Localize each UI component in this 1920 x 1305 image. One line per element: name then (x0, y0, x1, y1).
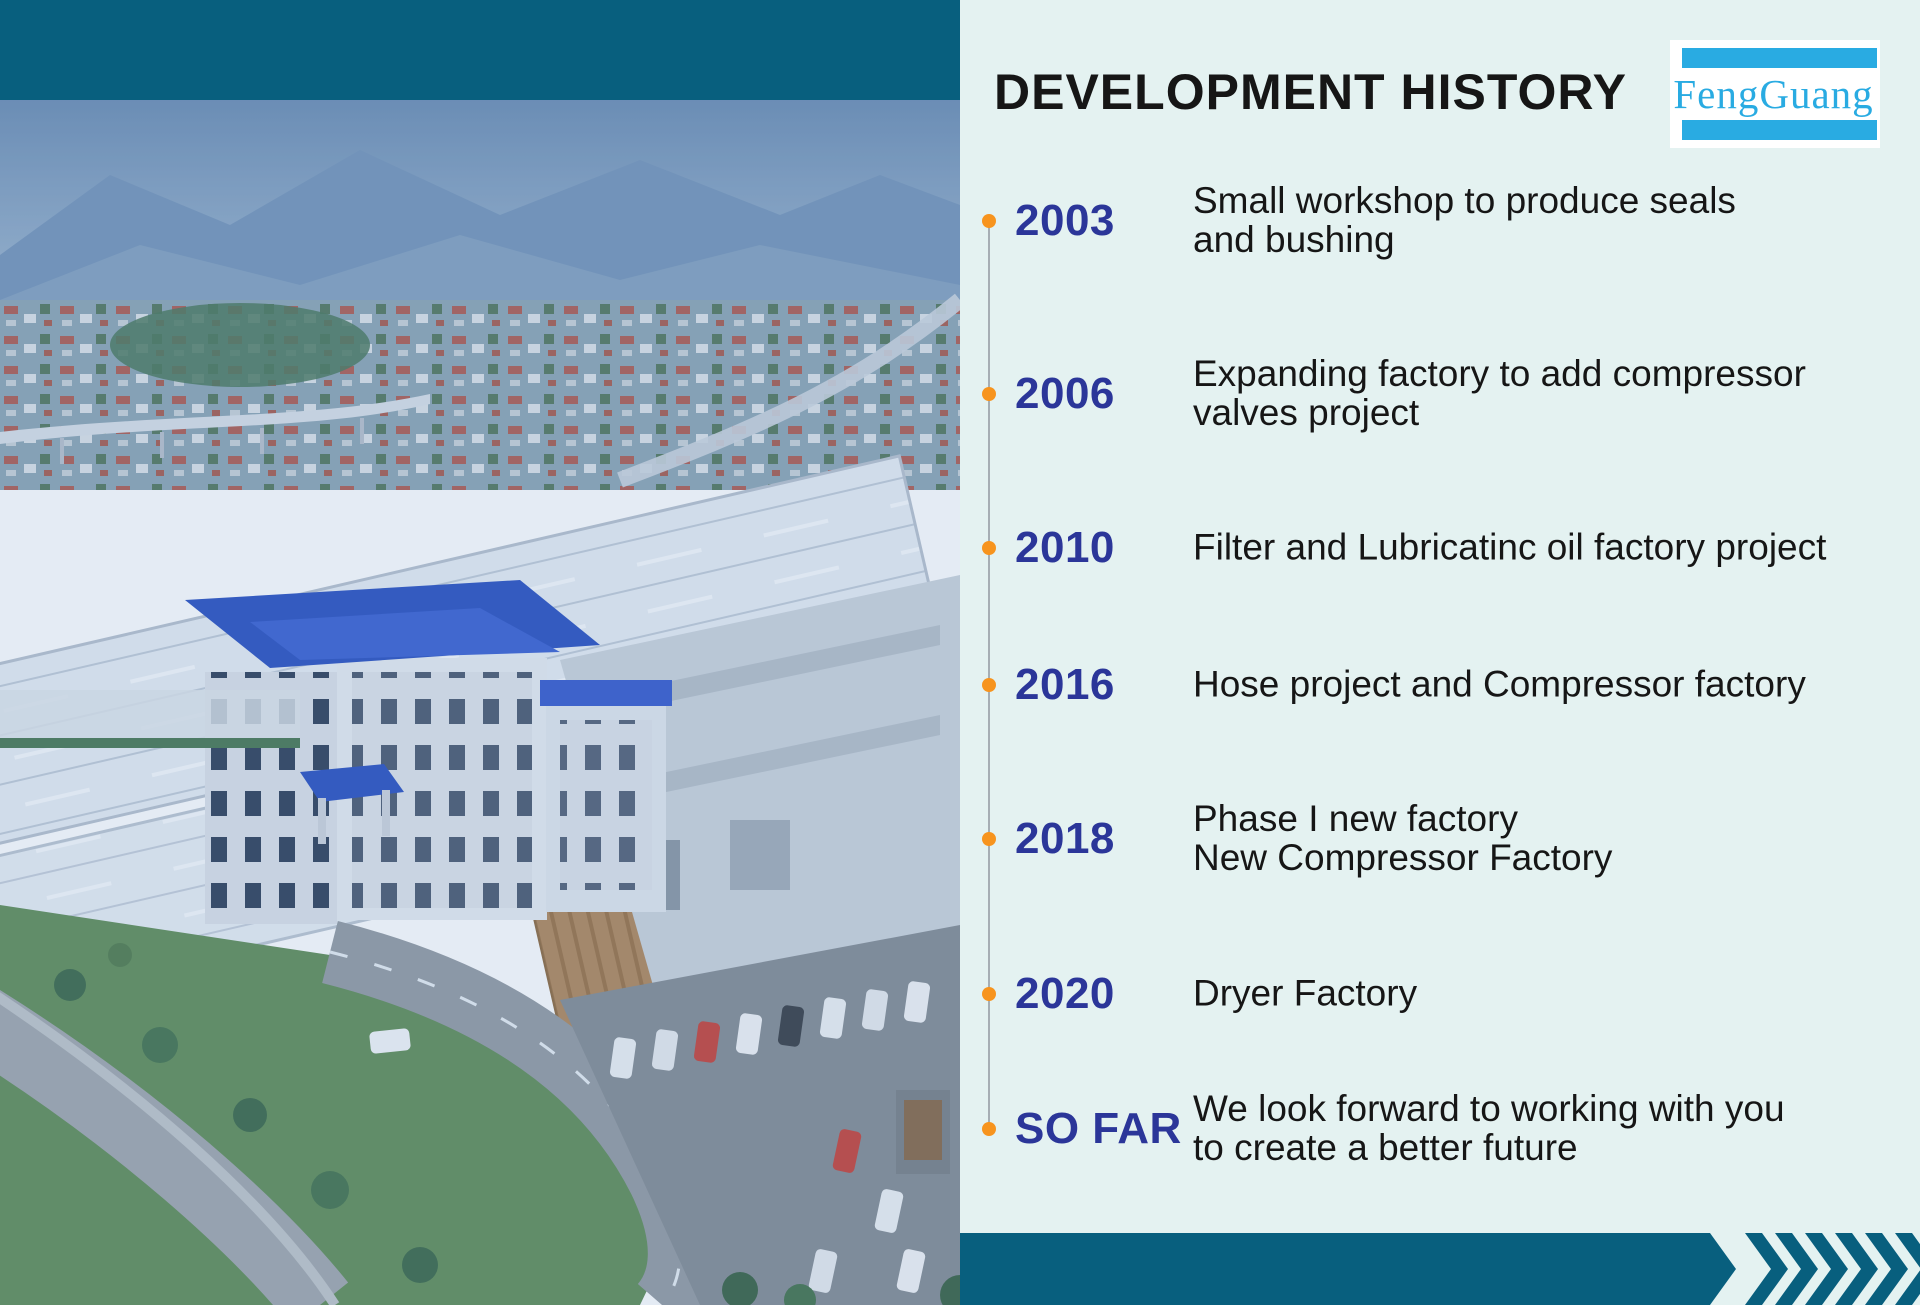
timeline-dot (982, 1122, 996, 1136)
timeline-connector-line (988, 221, 990, 1129)
description-line: Dryer Factory (1193, 972, 1418, 1014)
timeline-year: 2003 (1015, 196, 1115, 245)
company-logo: FengGuang (1670, 40, 1880, 148)
chevron-arrows-icon (1745, 1233, 1920, 1305)
timeline-year: 2020 (1015, 969, 1115, 1018)
description-line: Filter and Lubricatinc oil factory proje… (1193, 526, 1827, 568)
description-line: Small workshop to produce seals (1193, 180, 1736, 222)
description-line: and bushing (1193, 219, 1395, 260)
photo-top-band (0, 0, 960, 100)
page-title: DEVELOPMENT HISTORY (994, 64, 1627, 120)
bottom-accent-band (960, 1233, 1920, 1305)
timeline-description: We look forward to working with you to c… (1193, 1088, 1905, 1168)
timeline-dot (982, 214, 996, 228)
description-line: New Compressor Factory (1193, 837, 1613, 878)
timeline-description: Expanding factory to add compressor valv… (1193, 353, 1905, 433)
timeline-description: Filter and Lubricatinc oil factory proje… (1193, 526, 1905, 568)
description-line: valves project (1193, 392, 1420, 433)
logo-bottom-bar (1682, 120, 1877, 140)
timeline-dot (982, 832, 996, 846)
town (0, 293, 960, 490)
history-panel: DEVELOPMENT HISTORY FengGuang 2003 Small… (960, 0, 1920, 1305)
timeline-description: Small workshop to produce seals and bush… (1193, 180, 1905, 260)
photo-tint (0, 96, 960, 1305)
timeline-year: SO FAR (1015, 1104, 1182, 1153)
band-bar (960, 1233, 1736, 1305)
timeline-year: 2006 (1015, 369, 1115, 418)
timeline-year: 2010 (1015, 523, 1115, 572)
timeline-dot (982, 678, 996, 692)
timeline-description: Dryer Factory (1193, 972, 1905, 1014)
description-line: Hose project and Compressor factory (1193, 663, 1806, 705)
description-line: to create a better future (1193, 1127, 1578, 1168)
description-line: We look forward to working with you (1193, 1088, 1785, 1130)
timeline-dot (982, 987, 996, 1001)
timeline-dot (982, 387, 996, 401)
timeline-description: Hose project and Compressor factory (1193, 663, 1905, 705)
factory-aerial-photo (0, 0, 960, 1305)
logo-top-bar (1682, 48, 1877, 68)
timeline-description: Phase I new factory New Compressor Facto… (1193, 798, 1905, 878)
description-line: Expanding factory to add compressor (1193, 353, 1806, 395)
timeline-year: 2016 (1015, 660, 1115, 709)
logo-wordmark: FengGuang (1673, 70, 1874, 117)
timeline-year: 2018 (1015, 814, 1115, 863)
office-building (0, 580, 672, 924)
timeline-dot (982, 541, 996, 555)
description-line: Phase I new factory (1193, 798, 1518, 840)
parked-cars (369, 981, 931, 1293)
parking-lot (369, 925, 960, 1305)
